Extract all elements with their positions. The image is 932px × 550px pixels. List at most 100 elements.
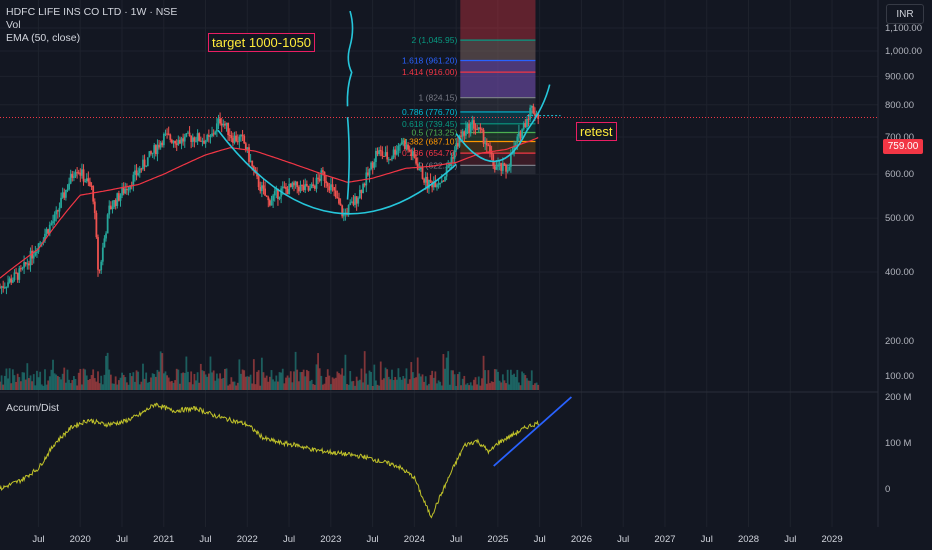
candle-body	[196, 133, 199, 142]
candle-body	[293, 182, 295, 186]
volume-bar	[260, 357, 263, 390]
volume-bar	[355, 376, 358, 390]
candle-body	[113, 200, 115, 208]
volume-bar	[132, 372, 135, 390]
volume-bar	[447, 351, 450, 390]
candle-body	[235, 135, 238, 142]
volume-bar	[371, 385, 374, 390]
volume-bar	[426, 385, 429, 390]
price-tick-label: 400.00	[885, 267, 914, 278]
volume-legend[interactable]: Vol	[6, 19, 21, 31]
candle-body	[262, 185, 265, 189]
candle-body	[56, 210, 59, 212]
candle-body	[447, 166, 450, 168]
volume-bar	[217, 378, 220, 390]
candle-body	[448, 163, 451, 167]
candle-body	[333, 187, 336, 191]
candle-body	[132, 174, 135, 187]
candle-body	[522, 123, 525, 130]
fib-zone	[460, 60, 536, 98]
volume-bar	[410, 362, 413, 390]
candle-body	[362, 183, 364, 194]
target-annotation[interactable]: target 1000-1050	[208, 33, 316, 52]
candlestick-series	[0, 103, 540, 295]
candle-body	[387, 159, 390, 161]
candle-body	[519, 131, 522, 139]
volume-bar	[233, 381, 236, 390]
time-tick-label: Jul	[283, 534, 295, 545]
candle-body	[193, 137, 196, 142]
candle-body	[492, 154, 495, 166]
volume-bar	[257, 370, 260, 390]
candle-body	[109, 205, 112, 210]
volume-bar	[13, 375, 16, 390]
candle-body	[68, 183, 70, 190]
volume-bar	[16, 373, 19, 390]
volume-bar	[458, 371, 461, 390]
candle-body	[429, 179, 432, 182]
volume-bar	[47, 380, 50, 390]
candle-body	[183, 136, 186, 142]
volume-bar	[436, 383, 438, 390]
candle-body	[434, 182, 437, 188]
candle-body	[148, 151, 151, 158]
accum-dist-legend[interactable]: Accum/Dist	[6, 402, 60, 414]
candle-body	[328, 186, 331, 191]
candle-body	[211, 133, 213, 137]
volume-bar	[26, 363, 29, 390]
volume-bar	[130, 376, 133, 390]
volume-bar	[101, 384, 104, 390]
volume-bar	[63, 367, 66, 390]
candle-body	[191, 137, 194, 142]
candle-body	[105, 233, 107, 239]
symbol-title[interactable]: HDFC LIFE INS CO LTD · 1W · NSE	[6, 6, 178, 18]
candle-body	[257, 176, 260, 188]
volume-bar	[421, 374, 424, 390]
retest-annotation[interactable]: retest	[576, 122, 617, 141]
candle-body	[312, 184, 315, 187]
candle-body	[352, 201, 355, 205]
currency-button[interactable]: INR	[886, 4, 924, 24]
candle-body	[477, 127, 480, 130]
candle-body	[92, 186, 95, 202]
candle-body	[259, 187, 262, 192]
volume-bar	[156, 369, 159, 390]
volume-bar	[288, 377, 291, 390]
time-tick-label: Jul	[367, 534, 379, 545]
volume-bar	[71, 380, 74, 390]
candle-body	[76, 172, 79, 174]
volume-bar	[320, 375, 323, 390]
candle-body	[111, 207, 114, 210]
fib-level-label: 1.618 (961.20)	[402, 56, 457, 66]
volume-bar	[111, 383, 114, 390]
volume-bar	[161, 353, 164, 390]
candle-body	[85, 178, 88, 182]
candle-body	[325, 181, 328, 184]
candle-body	[296, 181, 299, 188]
volume-bar	[386, 369, 389, 390]
volume-bar	[180, 373, 183, 390]
time-tick-label: Jul	[617, 534, 629, 545]
volume-bar	[93, 378, 96, 390]
volume-bar	[238, 359, 241, 390]
ema-legend[interactable]: EMA (50, close)	[6, 32, 81, 44]
volume-bar	[7, 378, 9, 390]
candle-body	[529, 107, 532, 120]
candle-body	[142, 159, 144, 169]
candle-body	[394, 149, 397, 155]
volume-bar	[466, 383, 469, 390]
volume-bar	[169, 381, 172, 390]
volume-bar	[378, 385, 381, 390]
price-tick-label: 700.00	[885, 132, 914, 143]
volume-bar	[452, 370, 454, 390]
candle-body	[66, 189, 69, 191]
volume-bar	[76, 385, 79, 390]
candle-body	[214, 131, 217, 135]
volume-bar	[334, 377, 337, 390]
volume-bar	[52, 359, 54, 390]
volume-bar	[403, 378, 406, 390]
candle-body	[101, 247, 104, 262]
volume-bar	[468, 385, 471, 390]
candle-body	[179, 140, 181, 144]
